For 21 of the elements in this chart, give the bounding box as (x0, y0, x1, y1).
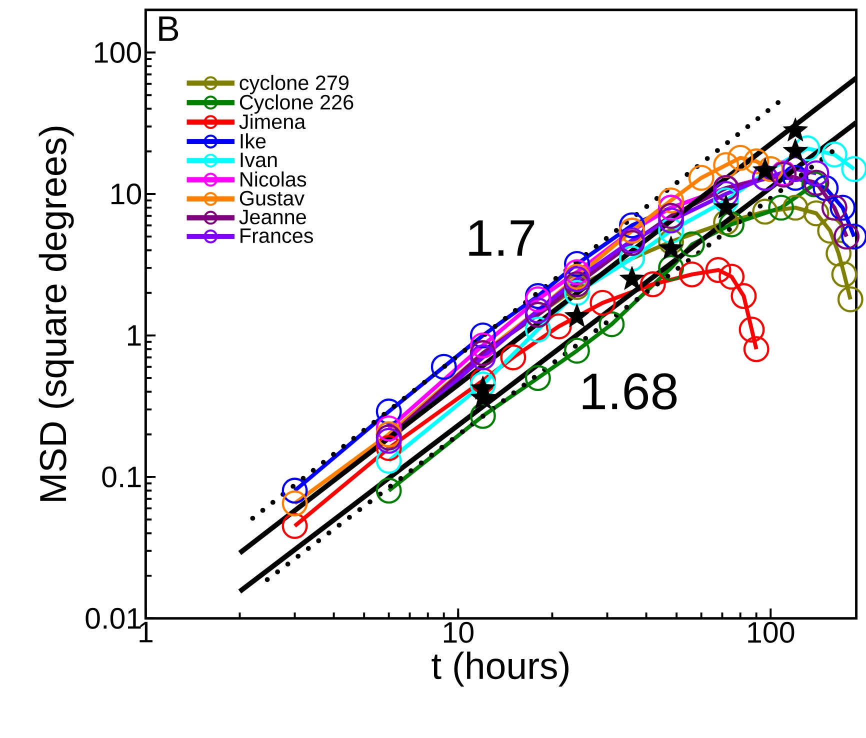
legend-label: Jimena (239, 114, 306, 129)
x-axis-title: t (hours) (432, 651, 568, 686)
x-tick-label: 10 (444, 622, 474, 643)
legend-label: Ivan (240, 152, 277, 168)
legend-label: Jeanne (239, 210, 306, 224)
legend-label: Nicolas (240, 171, 306, 187)
legend-label: Ike (240, 133, 266, 148)
annotation: 1.68 (582, 373, 677, 410)
y-axis-title: MSD (square degrees) (38, 126, 74, 501)
legend-label: Cyclone 226 (240, 94, 354, 114)
legend-label: Frances (240, 228, 314, 243)
y-tick-label: 10 (112, 183, 142, 204)
y-tick-label: 0.1 (102, 466, 141, 488)
x-tick-label: 100 (748, 622, 794, 643)
legend-label: Gustav (240, 190, 304, 206)
annotation: B (159, 16, 178, 41)
y-tick-label: 100 (95, 42, 142, 63)
legend-label: cyclone 279 (240, 74, 349, 94)
annotation: 1.7 (469, 220, 534, 256)
y-tick-label: 0.01 (86, 608, 141, 629)
y-tick-label: 1 (128, 325, 141, 346)
